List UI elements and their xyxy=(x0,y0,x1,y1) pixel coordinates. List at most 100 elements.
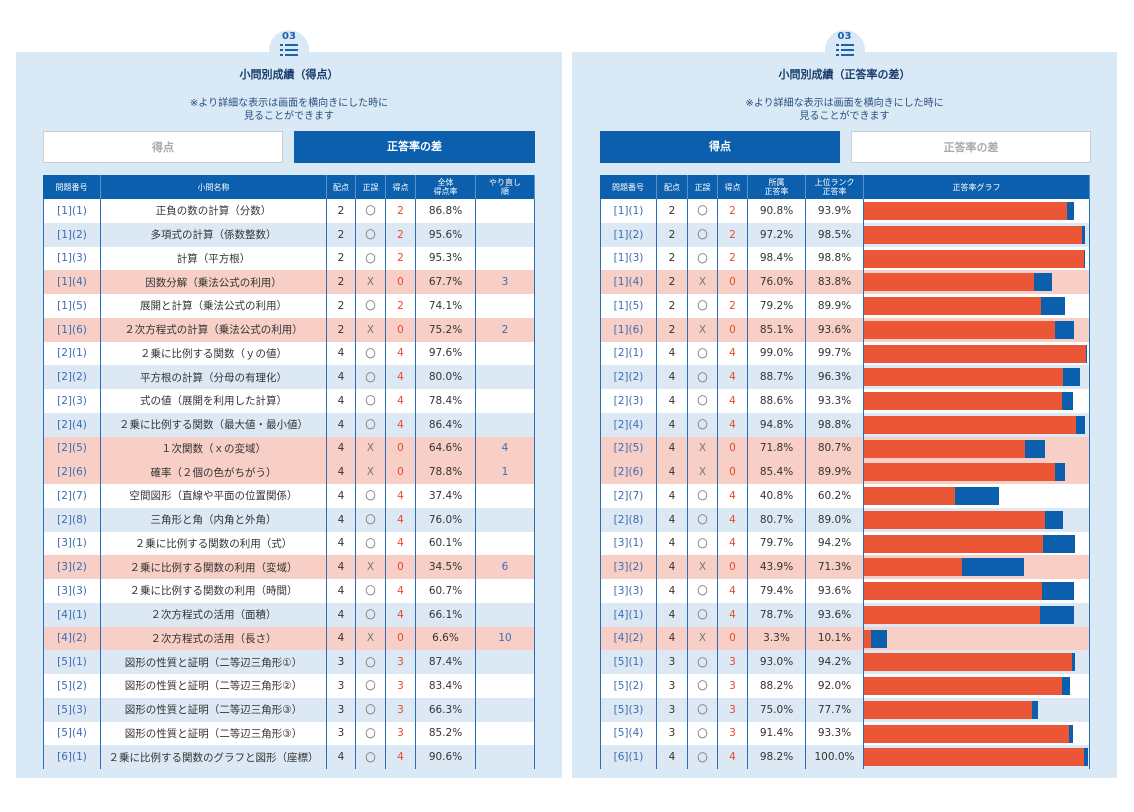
table-cell: 98.8% xyxy=(806,412,864,437)
table-cell: [4](2) xyxy=(600,626,657,651)
table-cell: 〇 xyxy=(356,412,386,437)
panel-title: 小問別成績（得点） xyxy=(239,68,339,81)
table-cell: 〇 xyxy=(688,531,718,556)
table-header: 問題番号 xyxy=(43,175,101,199)
table-cell: 〇 xyxy=(688,365,718,389)
tab[interactable]: 得点 xyxy=(43,131,283,163)
table-cell: 0 xyxy=(718,317,748,342)
table-cell: 4 xyxy=(718,389,748,413)
table-cell xyxy=(864,341,1090,366)
table-cell: 0 xyxy=(718,555,748,579)
table-cell xyxy=(864,531,1090,556)
table-cell: 93.0% xyxy=(748,650,806,674)
table-cell: 10.1% xyxy=(806,626,864,651)
table-cell: 4 xyxy=(386,484,416,508)
table-cell: 4 xyxy=(657,579,688,603)
table-cell xyxy=(476,650,535,674)
table-cell: 4 xyxy=(386,341,416,366)
table-cell: [2](8) xyxy=(43,507,101,532)
table-cell: 79.4% xyxy=(748,579,806,603)
bar-group-rate xyxy=(864,653,1073,672)
table-cell: 図形の性質と証明（二等辺三角形②） xyxy=(101,674,327,698)
table-cell: X xyxy=(688,460,718,484)
table-cell: 79.2% xyxy=(748,294,806,318)
table-cell: 80.7% xyxy=(748,507,806,532)
table-cell: 76.0% xyxy=(416,507,476,532)
tab[interactable]: 正答率の差 xyxy=(851,131,1091,163)
table-cell: 〇 xyxy=(356,365,386,389)
table-cell xyxy=(864,650,1090,674)
table-cell: 4 xyxy=(657,484,688,508)
table-cell: 3 xyxy=(386,721,416,746)
table-cell: 4 xyxy=(657,507,688,532)
table-cell: 87.4% xyxy=(416,650,476,674)
panel-title: 小問別成績（正答率の差） xyxy=(778,68,911,81)
table-cell xyxy=(864,579,1090,603)
table-cell: 2 xyxy=(657,222,688,247)
table-cell: 2 xyxy=(327,294,356,318)
table-cell: 3 xyxy=(657,721,688,746)
bar-group-rate xyxy=(864,225,1082,244)
table-cell: X xyxy=(688,555,718,579)
table-cell: [2](4) xyxy=(43,412,101,437)
tab[interactable]: 得点 xyxy=(600,131,840,163)
table-cell: 確率（２個の色がちがう） xyxy=(101,460,327,484)
table-cell: X xyxy=(688,270,718,294)
table-cell xyxy=(476,294,535,318)
table-cell: 4 xyxy=(657,460,688,484)
table-cell: 平方根の計算（分母の有理化） xyxy=(101,365,327,389)
table-cell: 4 xyxy=(386,602,416,627)
table-header: 配点 xyxy=(657,175,688,199)
table-cell: [2](5) xyxy=(43,436,101,461)
table-cell xyxy=(864,697,1090,722)
table-cell: 3 xyxy=(718,721,748,746)
bar-group-rate xyxy=(864,392,1063,410)
table-cell: [2](2) xyxy=(600,365,657,389)
table-cell xyxy=(476,222,535,247)
table-cell: 2 xyxy=(718,199,748,223)
table-cell: 2 xyxy=(327,270,356,294)
table-header: やり直し 順 xyxy=(476,175,535,199)
table-cell: [1](2) xyxy=(43,222,101,247)
table-cell: 4 xyxy=(657,531,688,556)
table-cell: [5](4) xyxy=(600,721,657,746)
table-cell: X xyxy=(688,626,718,651)
table-cell: 2 xyxy=(386,294,416,318)
note: ※より詳細な表示は画面を横向きにした時に xyxy=(745,98,944,109)
table-cell: X xyxy=(356,555,386,579)
table-cell: 〇 xyxy=(356,745,386,769)
table-cell: [5](2) xyxy=(600,674,657,698)
table-cell: 〇 xyxy=(356,697,386,722)
table-cell: 76.0% xyxy=(748,270,806,294)
badge xyxy=(824,30,865,70)
table-cell: 43.9% xyxy=(748,555,806,579)
table-cell: 97.6% xyxy=(416,341,476,366)
bar-group-rate xyxy=(864,534,1043,553)
bar-group-rate xyxy=(864,582,1042,600)
table-cell: 〇 xyxy=(356,721,386,746)
table-cell: [1](3) xyxy=(600,246,657,271)
table-cell: 2 xyxy=(386,222,416,247)
table-cell: 4 xyxy=(718,412,748,437)
table: 問題番号 配点 正誤 得点 所属 正答率 上位ランク 正答率 正答率グラフ [1](1) 2 〇 2… xyxy=(600,175,1090,769)
table-cell: [2](4) xyxy=(600,412,657,437)
bar-group-rate xyxy=(864,748,1084,767)
table-cell: [3](2) xyxy=(43,555,101,579)
table-cell xyxy=(864,246,1090,271)
table-cell: ２乗に比例する関数の利用（式） xyxy=(101,531,327,556)
table-cell: 4 xyxy=(327,412,356,437)
table-cell: [2](8) xyxy=(600,507,657,532)
table-cell: 0 xyxy=(718,626,748,651)
table-cell: [1](6) xyxy=(43,317,101,342)
table-cell: [2](1) xyxy=(43,341,101,366)
tab[interactable]: 正答率の差 xyxy=(294,131,535,163)
table-cell: 85.2% xyxy=(416,721,476,746)
table-cell: 6 xyxy=(476,555,535,579)
table-cell xyxy=(864,626,1090,651)
table-cell: 88.7% xyxy=(748,365,806,389)
table-cell: 2 xyxy=(657,317,688,342)
table-cell: 4 xyxy=(327,484,356,508)
table-cell: [1](3) xyxy=(43,246,101,271)
table-cell: ２乗に比例する関数のグラフと図形（座標） xyxy=(101,745,327,769)
table-cell: 4 xyxy=(327,579,356,603)
